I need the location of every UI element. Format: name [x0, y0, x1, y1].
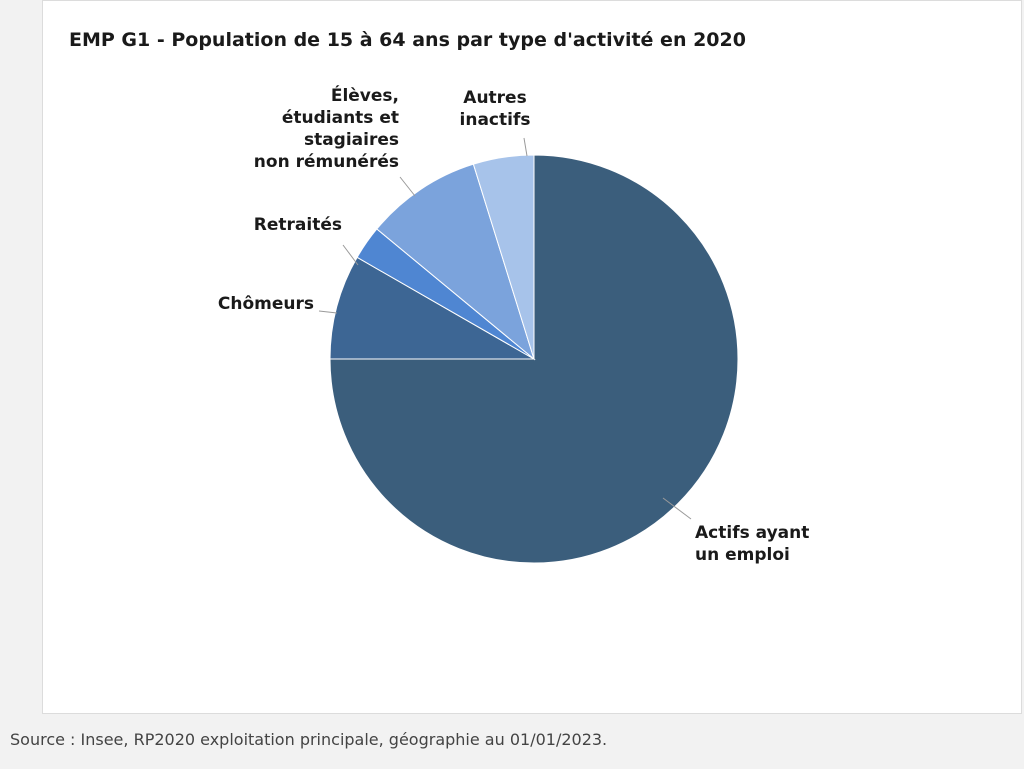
pie-slice-labels: Actifs ayant un emploi Chômeurs Retraités Él…: [218, 84, 809, 565]
leader-line: [662, 497, 692, 520]
pie-chart: Actifs ayant un emploi Chômeurs Retraités Él…: [218, 84, 809, 565]
chart-card: EMP G1 - Population de 15 à 64 ans par t…: [42, 0, 1022, 714]
slice-label-line: Autres: [463, 88, 526, 108]
source-note: Source : Insee, RP2020 exploitation prin…: [10, 730, 608, 749]
leader-line: [318, 310, 338, 314]
slice-label: Chômeurs: [218, 294, 314, 314]
slice-label-line: Chômeurs: [218, 294, 314, 314]
chart-title: EMP G1 - Population de 15 à 64 ans par t…: [69, 29, 746, 51]
pie-slice: [472, 154, 535, 360]
slice-label-line: non rémunérés: [254, 152, 399, 172]
slice-label-line: Élèves,: [331, 84, 399, 106]
slice-label-line: étudiants et: [282, 108, 399, 128]
pie-slice: [329, 256, 536, 360]
pie-slice: [376, 163, 535, 361]
slice-label-line: stagiaires: [304, 130, 399, 150]
leader-line: [342, 244, 359, 266]
leader-line: [523, 137, 528, 157]
slice-label: Élèves, étudiants et stagiaires non rémunér…: [254, 84, 399, 172]
pie-slices: [329, 154, 739, 564]
slice-label: Autres inactifs: [460, 88, 531, 130]
pie-leader-lines: [318, 137, 692, 520]
slice-label: Actifs ayant un emploi: [695, 523, 809, 565]
slice-label-line: Actifs ayant: [695, 523, 809, 543]
slice-label-line: inactifs: [460, 110, 531, 130]
slice-label-line: Retraités: [254, 215, 342, 235]
slice-label-line: un emploi: [695, 545, 790, 565]
slice-label: Retraités: [254, 215, 342, 235]
leader-line: [399, 176, 416, 197]
